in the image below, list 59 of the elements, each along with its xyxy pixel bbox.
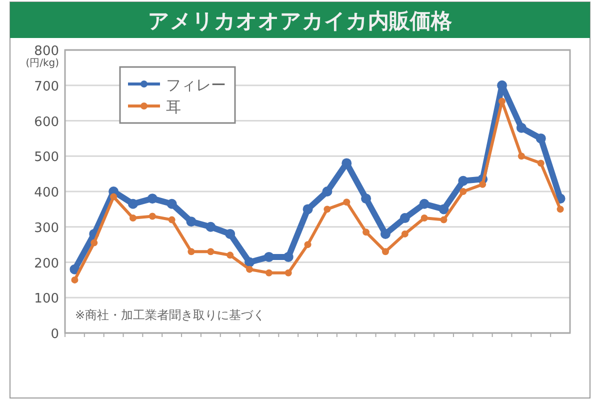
point xyxy=(362,228,370,236)
point xyxy=(166,198,177,209)
point xyxy=(324,206,331,213)
y-tick-label: 100 xyxy=(34,292,59,307)
point xyxy=(128,198,138,209)
legend-label: フィレー xyxy=(166,76,226,94)
point xyxy=(497,80,508,90)
point xyxy=(265,269,272,276)
point xyxy=(460,188,467,195)
point xyxy=(226,252,234,259)
point xyxy=(225,228,236,239)
point xyxy=(304,241,312,248)
y-tick-label: 200 xyxy=(34,256,59,272)
y-tick-label: 400 xyxy=(34,186,59,200)
y-tick-label: 800 xyxy=(34,44,59,59)
point xyxy=(556,206,564,213)
point xyxy=(537,160,544,167)
point xyxy=(283,252,294,262)
point xyxy=(302,204,313,214)
point xyxy=(207,248,214,256)
legend-label: 耳 xyxy=(166,98,181,116)
point xyxy=(168,216,176,224)
point xyxy=(264,252,274,262)
point xyxy=(206,222,216,232)
point xyxy=(246,266,254,273)
point xyxy=(380,228,390,239)
point xyxy=(148,212,156,220)
point xyxy=(382,248,389,256)
y-axis-title: (円/kg) xyxy=(26,58,60,69)
point xyxy=(516,122,526,133)
point xyxy=(71,276,78,284)
point xyxy=(186,216,196,227)
point xyxy=(479,180,486,188)
point xyxy=(110,193,118,200)
point xyxy=(438,204,449,214)
point xyxy=(518,152,525,160)
point xyxy=(536,133,546,144)
point xyxy=(90,239,98,246)
point xyxy=(284,269,292,276)
point xyxy=(147,194,158,204)
annotation: ※商社・加工業者聞き取りに基づく xyxy=(75,308,266,322)
point xyxy=(400,213,410,224)
point xyxy=(361,194,372,204)
y-tick-label: 700 xyxy=(34,79,59,94)
y-tick-label: 500 xyxy=(34,150,59,166)
chart-title: アメリカオオアカイカ内販価格 xyxy=(148,9,453,33)
point xyxy=(401,230,408,238)
y-tick-label: 300 xyxy=(34,220,59,236)
point xyxy=(440,216,448,224)
point xyxy=(129,214,136,222)
y-tick-label: 600 xyxy=(34,114,59,130)
point xyxy=(343,198,350,206)
point xyxy=(458,176,468,186)
point xyxy=(188,248,195,256)
point xyxy=(498,98,506,105)
y-tick-label: 0 xyxy=(50,327,59,342)
point xyxy=(419,198,430,209)
point xyxy=(420,214,428,222)
point xyxy=(322,186,332,196)
